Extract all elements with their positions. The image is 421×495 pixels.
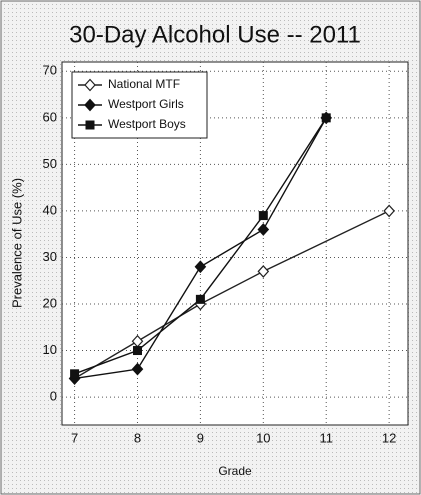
- y-tick-label: 60: [43, 109, 57, 124]
- y-tick-label: 10: [43, 342, 57, 357]
- x-tick-label: 11: [319, 430, 333, 445]
- y-tick-label: 50: [43, 156, 57, 171]
- x-tick-label: 7: [71, 430, 78, 445]
- legend-marker: [85, 120, 95, 130]
- y-tick-label: 40: [43, 202, 57, 217]
- chart-title: 30-Day Alcohol Use -- 2011: [69, 21, 361, 48]
- x-tick-label: 12: [382, 430, 396, 445]
- y-tick-label: 20: [43, 295, 57, 310]
- data-point: [132, 346, 142, 356]
- data-point: [195, 294, 205, 304]
- x-tick-label: 10: [256, 430, 270, 445]
- y-tick-label: 30: [43, 249, 57, 264]
- legend-label: Westport Girls: [108, 97, 184, 111]
- data-point: [258, 211, 268, 221]
- legend-marker: [84, 78, 96, 92]
- x-tick-label: 8: [134, 430, 141, 445]
- y-tick-label: 0: [50, 389, 57, 404]
- legend-marker: [84, 98, 96, 112]
- data-point: [194, 260, 207, 274]
- x-tick-label: 9: [197, 430, 204, 445]
- legend-label: Westport Boys: [108, 117, 186, 131]
- x-axis-label: Grade: [218, 464, 252, 478]
- data-point: [257, 223, 270, 236]
- data-point: [321, 113, 331, 123]
- data-point: [257, 265, 270, 278]
- data-point: [70, 369, 80, 379]
- y-axis-label: Prevalence of Use (%): [9, 178, 24, 308]
- legend-label: National MTF: [108, 77, 180, 91]
- data-point: [131, 362, 144, 376]
- data-point: [383, 204, 395, 218]
- y-tick-label: 70: [43, 63, 57, 78]
